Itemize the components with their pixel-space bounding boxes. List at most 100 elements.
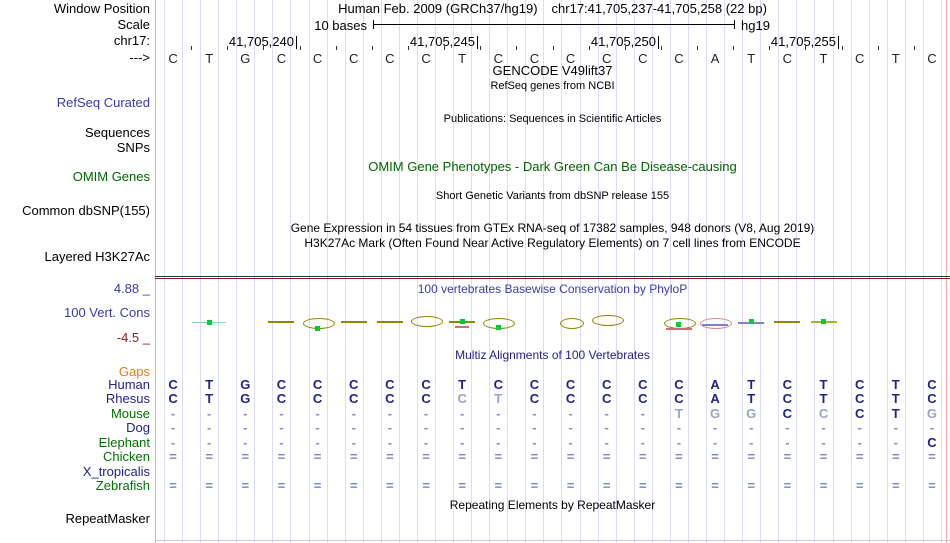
alignment-cell: - xyxy=(207,435,212,450)
gtex-track-title[interactable]: Gene Expression in 54 tissues from GTEx … xyxy=(290,221,815,235)
base-boundary-tick xyxy=(516,46,518,50)
sequence-base: C xyxy=(927,51,937,66)
alignment-cell: - xyxy=(676,435,682,450)
repeatmasker-track-title[interactable]: Repeating Elements by RepeatMasker xyxy=(449,498,656,512)
base-boundary-tick xyxy=(913,46,915,50)
alignment-cell: = xyxy=(494,449,503,464)
phylop-mark-sq xyxy=(495,324,501,330)
alignment-species-label-chicken[interactable]: Chicken xyxy=(103,449,150,464)
track-label-sequences[interactable]: Sequences xyxy=(84,125,150,140)
ruler-position-number: 41,705,255 xyxy=(770,34,836,49)
gencode-track-title[interactable]: GENCODE V49lift37 xyxy=(492,63,613,78)
sequence-base: C xyxy=(349,51,359,66)
alignment-cell: = xyxy=(277,478,286,493)
sequence-base: C xyxy=(493,51,503,66)
alignment-cell: - xyxy=(893,420,898,435)
alignment-cell: C xyxy=(782,391,793,406)
alignment-species-label-dog[interactable]: Dog xyxy=(126,420,150,435)
track-label-snps[interactable]: SNPs xyxy=(116,140,150,155)
alignment-species-label-mouse[interactable]: Mouse xyxy=(110,406,150,421)
alignment-cell: - xyxy=(532,406,537,421)
ruler-position-number: 41,705,250 xyxy=(590,34,656,49)
phylop-mark-dash xyxy=(665,328,692,330)
track-label-100-vert-cons[interactable]: 100 Vert. Cons xyxy=(64,305,150,320)
base-boundary-tick xyxy=(191,46,193,50)
h3k27ac-track-title[interactable]: H3K27Ac Mark (Often Found Near Active Re… xyxy=(304,236,801,250)
gridline xyxy=(507,0,509,543)
alignment-species-label-human[interactable]: Human xyxy=(108,377,150,392)
alignment-cell: C xyxy=(601,377,612,392)
alignment-species-label-gaps[interactable]: Gaps xyxy=(118,364,150,379)
base-boundary-tick xyxy=(733,46,735,50)
alignment-cell: - xyxy=(749,420,754,435)
alignment-cell: C xyxy=(493,377,503,392)
base-boundary-tick xyxy=(263,46,265,50)
publications-track-title[interactable]: Publications: Sequences in Scientific Ar… xyxy=(443,113,662,125)
base-boundary-tick xyxy=(407,46,409,50)
track-label-repeatmasker[interactable]: RepeatMasker xyxy=(65,511,150,526)
multiz-track-title[interactable]: Multiz Alignments of 100 Vertebrates xyxy=(455,348,650,362)
alignment-cell: - xyxy=(279,435,284,450)
dbsnp-track-title[interactable]: Short Genetic Variants from dbSNP releas… xyxy=(435,190,670,202)
track-label-omim-genes[interactable]: OMIM Genes xyxy=(72,169,150,184)
alignment-cell: - xyxy=(279,406,284,421)
refseq-track-title[interactable]: RefSeq genes from NCBI xyxy=(490,80,615,92)
gridline xyxy=(886,0,888,543)
alignment-cell: - xyxy=(459,406,465,421)
alignment-cell: - xyxy=(279,420,284,435)
alignment-cell: - xyxy=(604,406,609,421)
alignment-species-label-rhesus[interactable]: Rhesus xyxy=(105,391,150,406)
sequence-base: A xyxy=(710,51,720,66)
alignment-cell: T xyxy=(494,391,503,406)
phylop-mark-dash xyxy=(340,321,367,323)
phylop-track-title[interactable]: 100 vertebrates Basewise Conservation by… xyxy=(417,282,688,296)
base-boundary-tick xyxy=(877,46,879,50)
alignment-species-label-zebrafish[interactable]: Zebrafish xyxy=(95,478,150,493)
sequence-base: C xyxy=(529,51,540,66)
alignment-cell: T xyxy=(205,391,214,406)
alignment-cell: = xyxy=(241,478,250,493)
alignment-cell: = xyxy=(458,449,466,464)
alignment-cell: = xyxy=(675,449,683,464)
alignment-species-label-elephant[interactable]: Elephant xyxy=(98,435,150,450)
alignment-cell: - xyxy=(387,435,393,450)
alignment-cell: = xyxy=(639,478,647,493)
alignment-cell: - xyxy=(532,420,537,435)
omim-track-title[interactable]: OMIM Gene Phenotypes - Dark Green Can Be… xyxy=(368,159,737,174)
base-boundary-tick xyxy=(227,46,229,50)
alignment-cell: G xyxy=(240,391,251,406)
alignment-cell: C xyxy=(168,377,178,392)
alignment-cell: C xyxy=(421,391,431,406)
alignment-cell: - xyxy=(170,420,176,435)
alignment-cell: - xyxy=(423,406,429,421)
phylop-mark-sq xyxy=(676,321,682,327)
phylop-mark-ellipse xyxy=(411,315,444,327)
alignment-cell: = xyxy=(566,478,575,493)
label-chromosome: chr17: xyxy=(113,33,150,48)
base-boundary-tick xyxy=(697,46,699,50)
alignment-cell: = xyxy=(422,449,430,464)
phylop-top-border-line xyxy=(155,278,950,279)
alignment-cell: C xyxy=(457,391,467,406)
alignment-cell: - xyxy=(315,406,320,421)
track-label-common-dbsnp[interactable]: Common dbSNP(155) xyxy=(22,203,150,218)
alignment-species-label-x_tropicalis[interactable]: X_tropicalis xyxy=(82,464,150,479)
alignment-cell: = xyxy=(639,449,647,464)
gridline xyxy=(814,0,816,543)
alignment-cell: = xyxy=(783,449,792,464)
sequence-base: C xyxy=(168,51,178,66)
alignment-cell: = xyxy=(711,449,719,464)
alignment-cell: T xyxy=(747,391,756,406)
gridline xyxy=(904,0,906,543)
gridline xyxy=(453,0,455,543)
track-label-refseq-curated[interactable]: RefSeq Curated xyxy=(56,95,150,110)
alignment-cell: - xyxy=(207,406,212,421)
alignment-cell: = xyxy=(169,449,177,464)
track-label-layered-h3k27ac[interactable]: Layered H3K27Ac xyxy=(44,249,150,264)
alignment-cell: C xyxy=(854,391,865,406)
phylop-mark-ellipse xyxy=(559,317,584,329)
alignment-cell: = xyxy=(602,478,611,493)
label-window-position: Window Position xyxy=(53,1,150,16)
alignment-cell: - xyxy=(496,420,501,435)
label-scale: Scale xyxy=(117,17,150,32)
